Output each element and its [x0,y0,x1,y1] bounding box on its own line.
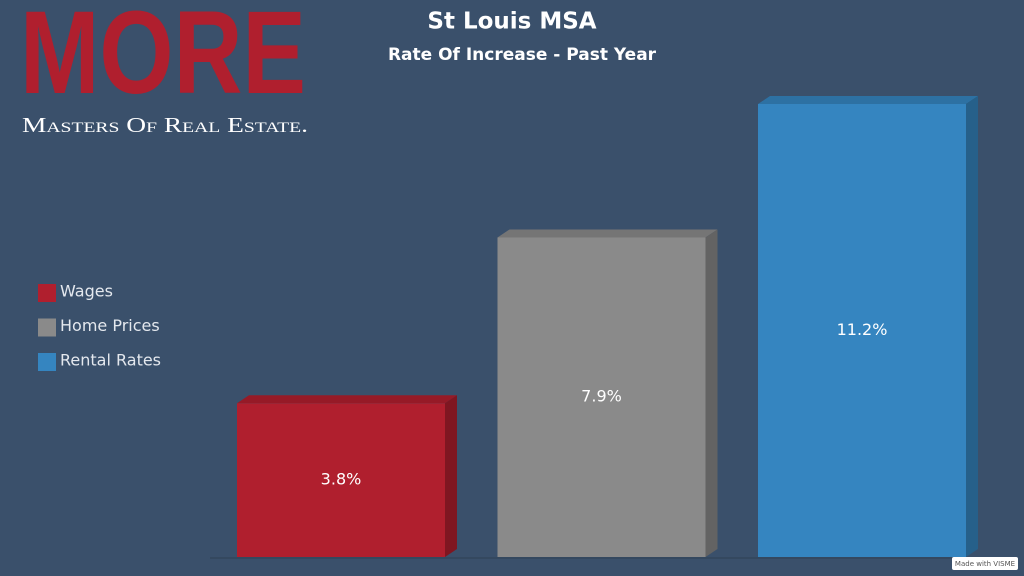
bar-top [237,395,457,404]
legend-label: Wages [60,282,113,301]
bar-side [966,96,978,557]
value-label: 3.8% [321,470,362,489]
bar [758,104,966,557]
bar-side [705,229,718,558]
value-label: 7.9% [581,387,622,406]
value-label: 11.2% [837,320,888,339]
legend-label: Home Prices [60,316,160,335]
chart-subtitle: Rate Of Increase - Past Year [388,45,657,65]
chart-title: St Louis MSA [427,9,596,35]
legend-swatch [38,353,56,371]
badge-box [952,557,1018,570]
badge-text: Made with VISME [955,560,1015,568]
legend-swatch [38,318,56,337]
bar-side [445,395,457,557]
bar-top [758,96,978,104]
bar-top [497,229,718,238]
logo-title: MORE [20,0,306,119]
legend-swatch [38,284,56,302]
bar [497,237,706,558]
logo-tagline: Masters Of Real Estate. [22,113,308,137]
legend-label: Rental Rates [60,351,161,370]
bar [237,403,445,557]
